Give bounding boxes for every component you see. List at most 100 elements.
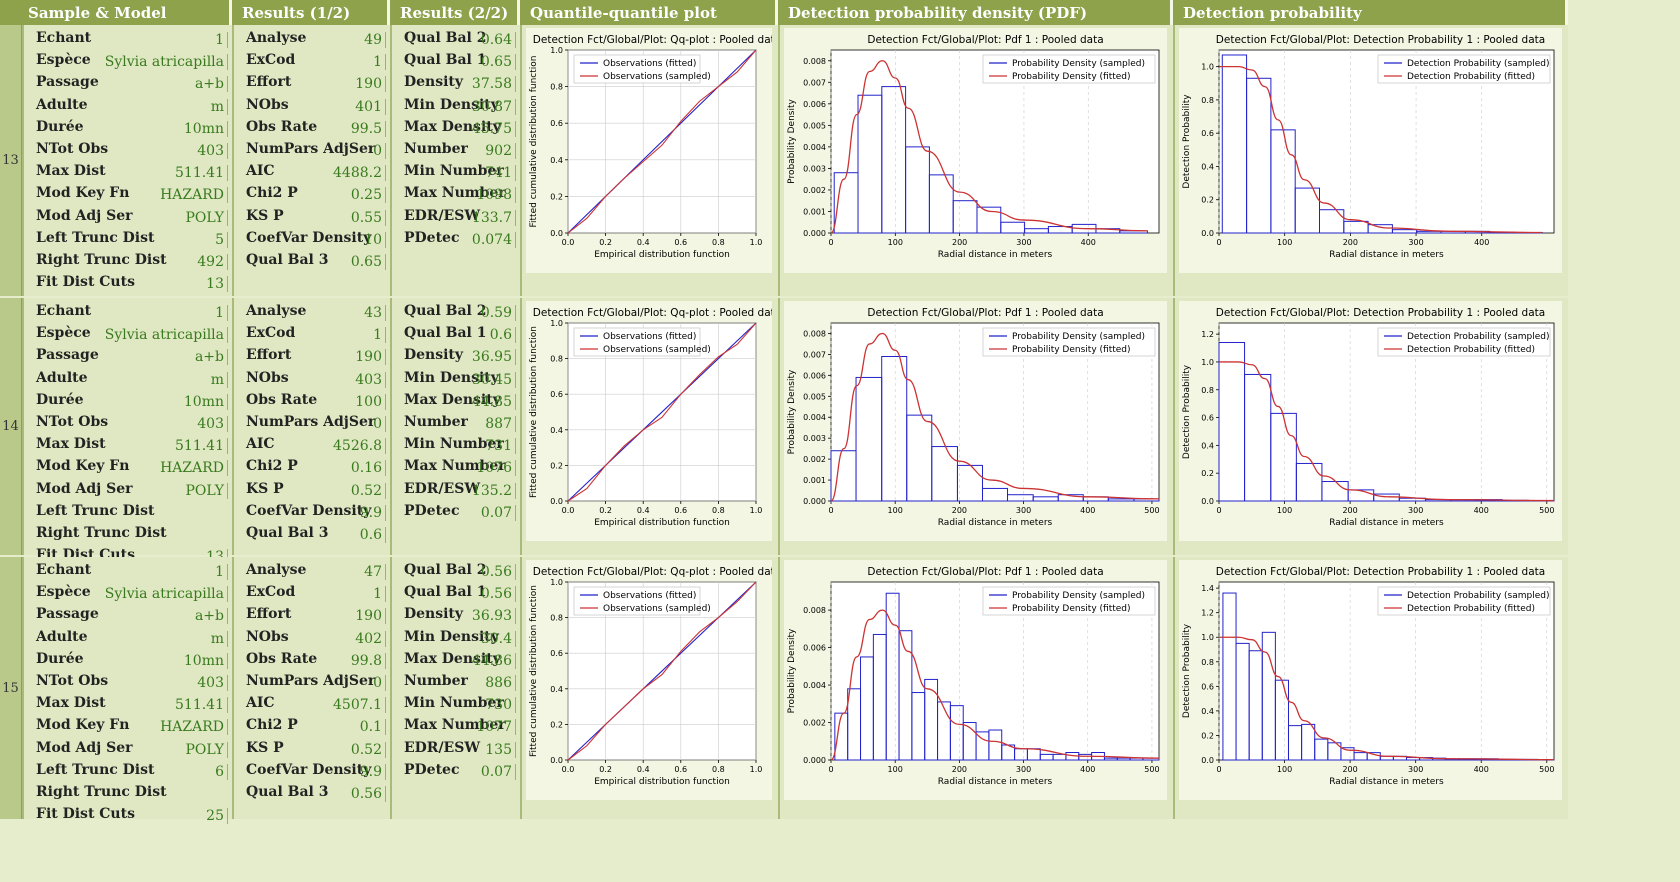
field-label: EDR/ESW <box>404 739 481 756</box>
field-value: 0.56 <box>351 786 386 802</box>
y-axis-label: Probability Density <box>787 99 797 184</box>
field-row: Obs Rate 100 <box>234 390 390 412</box>
field-value: 10mn <box>184 393 228 410</box>
x-tick-label: 0.4 <box>637 506 650 515</box>
legend-entry: Probability Density (fitted) <box>1012 604 1131 614</box>
y-tick-label: 0.6 <box>550 119 563 128</box>
field-row: AIC 4488.2 <box>234 161 390 183</box>
x-tick-label: 0.4 <box>637 765 650 774</box>
field-value: 887 <box>485 416 516 432</box>
x-tick-label: 0.2 <box>599 238 612 247</box>
field-row: Left Trunc Dist <box>24 501 232 523</box>
dp-plot-panel: Detection Fct/Global/Plot: Detection Pro… <box>1179 301 1562 541</box>
chart-title: Detection Fct/Global/Plot: Pdf 1 : Poole… <box>867 566 1103 578</box>
y-tick-label: 0.2 <box>550 461 563 470</box>
field-label: Durée <box>36 650 84 667</box>
qq-series-line <box>567 49 757 234</box>
y-axis-label: Probability Density <box>787 628 797 713</box>
pdf-chart: Detection Fct/Global/Plot: Pdf 1 : Poole… <box>787 566 1160 787</box>
y-tick-label: 0.6 <box>1201 414 1214 423</box>
field-row: NumPars AdjSer 0 <box>234 139 390 161</box>
dp-plot-panel: Detection Fct/Global/Plot: Detection Pro… <box>1179 28 1562 273</box>
field-row: Min Number 731 <box>392 434 520 456</box>
field-value: 9.9 <box>360 504 386 521</box>
field-label: Max Dist <box>36 695 106 712</box>
field-label: Qual Bal 2 <box>404 30 487 46</box>
field-label: Right Trunc Dist <box>36 784 167 800</box>
x-tick-label: 100 <box>1277 238 1292 247</box>
histogram-bar <box>1367 224 1393 234</box>
field-row: Qual Bal 1 0.65 <box>392 50 520 72</box>
field-row: PDetec 0.07 <box>392 760 520 782</box>
field-value: POLY <box>185 209 228 226</box>
field-label: NTot Obs <box>36 414 109 430</box>
x-tick-label: 300 <box>1408 765 1423 774</box>
field-label: Left Trunc Dist <box>36 502 155 519</box>
y-tick-label: 0.4 <box>1201 441 1214 450</box>
field-row: Left Trunc Dist 5 <box>24 228 232 250</box>
y-tick-label: 0.2 <box>1201 731 1214 740</box>
y-tick-label: 0.0 <box>1201 497 1214 506</box>
field-row: CoefVar Density 9.9 <box>234 760 390 782</box>
x-axis-label: Radial distance in meters <box>1329 518 1444 528</box>
field-row: Obs Rate 99.5 <box>234 117 390 139</box>
field-row: NTot Obs 403 <box>24 139 232 161</box>
field-label: Adulte <box>36 96 88 113</box>
x-tick-label: 0.8 <box>712 238 725 247</box>
field-row: EDR/ESW 135 <box>392 738 520 760</box>
field-row: NObs 402 <box>234 627 390 649</box>
y-tick-label: 0.8 <box>1201 658 1214 667</box>
field-label: Min Number <box>404 163 504 180</box>
field-label: Max Number <box>404 717 506 734</box>
field-value: 0 <box>373 675 386 691</box>
pdf-chart: Detection Fct/Global/Plot: Pdf 1 : Poole… <box>787 307 1160 528</box>
field-label: EDR/ESW <box>404 207 481 224</box>
field-row: Mod Adj Ser POLY <box>24 738 232 760</box>
field-label: ExCod <box>246 325 296 342</box>
field-row: Mod Adj Ser POLY <box>24 479 232 501</box>
field-row: Max Number 1077 <box>392 715 520 737</box>
field-value: 0.56 <box>481 564 516 580</box>
field-row: Espèce Sylvia atricapilla <box>24 323 232 345</box>
column-header-5: Detection probability <box>1173 0 1568 25</box>
results1-cell: Analyse 47 ExCod 1 Effort 190 NObs 402 Obs Rate 9… <box>232 557 390 819</box>
y-tick-label: 0.001 <box>803 476 826 485</box>
field-label: Qual Bal 1 <box>404 52 487 69</box>
field-value: 492 <box>197 254 228 270</box>
y-axis-label: Fitted cumulative distribution function <box>529 585 539 757</box>
field-row: Durée 10mn <box>24 649 232 671</box>
qq-plot-panel: Detection Fct/Global/Plot: Qq-plot : Poo… <box>526 301 781 541</box>
field-label: NTot Obs <box>36 673 109 689</box>
results1-cell: Analyse 43 ExCod 1 Effort 190 NObs 403 Obs Rate 1… <box>232 298 390 555</box>
field-label: Echant <box>36 303 92 319</box>
field-row: Max Number 1076 <box>392 456 520 478</box>
legend-entry: Observations (fitted) <box>603 59 696 69</box>
result-row: 15 Echant 1 Espèce Sylvia atricapilla Passage… <box>0 557 1680 825</box>
y-tick-label: 0.2 <box>1201 469 1214 478</box>
x-axis-label: Radial distance in meters <box>938 777 1053 787</box>
field-label: Espèce <box>36 325 91 342</box>
results2-cell: Qual Bal 2 0.64 Qual Bal 1 0.65 Density 37.58… <box>390 25 520 296</box>
field-label: Density <box>404 606 464 623</box>
chart-title: Detection Fct/Global/Plot: Qq-plot : Poo… <box>533 566 772 578</box>
y-tick-label: 1.4 <box>1201 584 1214 593</box>
field-value: 43 <box>364 305 386 321</box>
field-row: Min Density 30.87 <box>392 95 520 117</box>
x-tick-label: 0.2 <box>599 506 612 515</box>
legend <box>982 327 1156 357</box>
field-label: Espèce <box>36 584 91 601</box>
fitted-curve <box>1218 65 1543 234</box>
field-label: Mod Adj Ser <box>36 207 133 224</box>
field-value: 0.6 <box>490 327 516 344</box>
legend-entry: Probability Density (sampled) <box>1012 332 1145 342</box>
field-value: 30.4 <box>481 630 516 647</box>
column-header-0: Sample & Model <box>0 0 232 25</box>
field-row: Max Density 45.75 <box>392 117 520 139</box>
x-tick-label: 0.0 <box>562 506 575 515</box>
field-row: Obs Rate 99.8 <box>234 649 390 671</box>
field-value: 47 <box>364 564 386 580</box>
field-row: Echant 1 <box>24 560 232 582</box>
field-label: Mod Key Fn <box>36 185 130 202</box>
y-tick-label: 0.4 <box>550 426 563 435</box>
qq-plot-chart: Detection Fct/Global/Plot: Qq-plot : Poo… <box>529 307 781 528</box>
